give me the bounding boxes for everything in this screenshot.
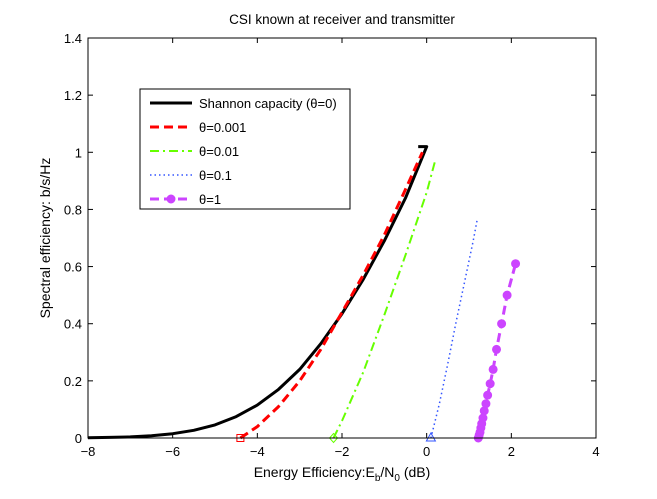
plot-frame — [87, 37, 597, 439]
series-layer — [87, 145, 521, 444]
x-tick-label: −8 — [81, 444, 96, 459]
y-tick-label: 1.4 — [64, 31, 82, 46]
y-axis-label: Spectral efficiency: b/s/Hz — [37, 158, 53, 319]
x-tick-label: 2 — [508, 444, 515, 459]
y-tick-label: 1.2 — [64, 88, 82, 103]
legend-label: θ=1 — [199, 192, 221, 207]
series-line — [332, 160, 437, 439]
series-marker — [425, 431, 437, 442]
data-point — [483, 390, 493, 400]
data-point — [492, 344, 502, 354]
data-point — [488, 364, 498, 374]
legend-label: Shannon capacity (θ=0) — [199, 96, 337, 111]
y-tick-label: 1 — [75, 145, 82, 160]
legend-entry: θ=0.01 — [150, 144, 239, 159]
data-point — [481, 399, 491, 409]
legend-entry: θ=0.001 — [150, 120, 246, 135]
series-4 — [425, 217, 479, 442]
series-3 — [328, 160, 437, 444]
series-1 — [87, 145, 429, 440]
x-tick-label: 0 — [423, 444, 430, 459]
y-tick-label: 0.4 — [64, 317, 82, 332]
data-point — [511, 259, 521, 269]
x-axis-label: Energy Efficiency:Eb/N0 (dB) — [254, 464, 431, 484]
ticks: −8 −6 −4 −2 0 2 4 0 0.2 0.4 0.6 0.8 1 1.2 1.4 — [64, 31, 600, 459]
y-tick-label: 0.8 — [64, 202, 82, 217]
data-point — [478, 413, 488, 423]
series-marker — [328, 432, 339, 444]
legend-label: θ=0.001 — [199, 120, 246, 135]
y-tick-label: 0.2 — [64, 374, 82, 389]
data-point — [497, 319, 507, 329]
legend-entry: θ=1 — [150, 192, 221, 207]
y-tick-label: 0.6 — [64, 260, 82, 275]
x-tick-label: −4 — [250, 444, 265, 459]
series-line — [87, 145, 429, 440]
y-tick-label: 0 — [75, 431, 82, 446]
legend-box — [139, 88, 351, 210]
data-point — [485, 379, 495, 389]
series-line — [239, 151, 424, 440]
series-5 — [473, 259, 521, 443]
x-tick-label: −2 — [335, 444, 350, 459]
data-point — [502, 290, 512, 300]
chart-title: CSI known at receiver and transmitter — [229, 12, 455, 27]
legend-entry: Shannon capacity (θ=0) — [150, 96, 337, 111]
legend-label: θ=0.01 — [199, 144, 239, 159]
x-tick-label: −6 — [165, 444, 180, 459]
legend: Shannon capacity (θ=0) θ=0.001 θ=0.01 θ=0.1… — [139, 88, 351, 210]
legend-label: θ=0.1 — [199, 168, 232, 183]
legend-marker — [166, 194, 176, 204]
legend-entry: θ=0.1 — [150, 168, 232, 183]
x-tick-label: 4 — [592, 444, 599, 459]
